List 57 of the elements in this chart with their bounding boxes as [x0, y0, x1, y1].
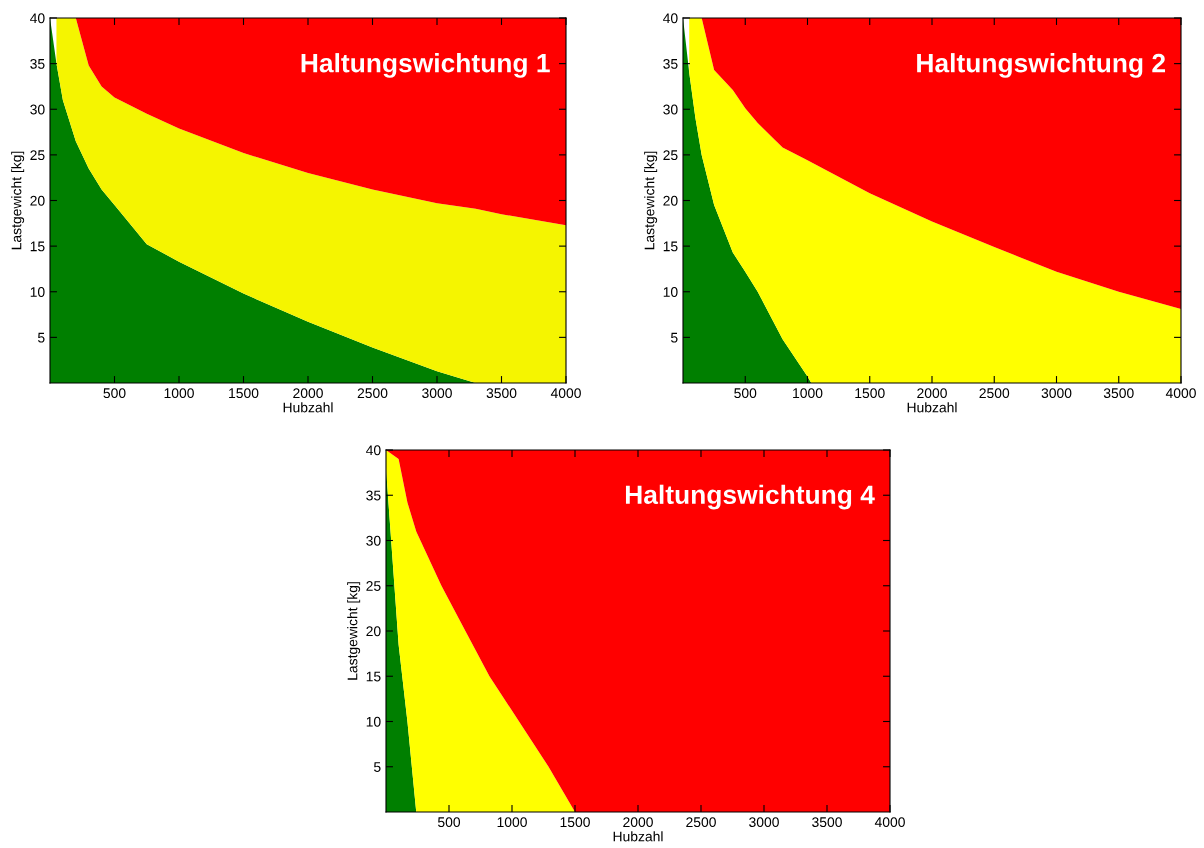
y-tick-label: 25 — [366, 581, 381, 591]
x-tick-label: 1500 — [855, 388, 885, 399]
y-tick-label: 20 — [366, 626, 381, 637]
x-axis-title: Hubzahl — [613, 831, 663, 842]
y-tick-label: 25 — [663, 150, 678, 161]
y-tick-label: 5 — [37, 332, 45, 343]
y-tick-label: 20 — [30, 195, 45, 206]
y-tick-label: 40 — [366, 445, 381, 456]
y-tick-label: 30 — [30, 104, 45, 115]
x-tick-label: 1500 — [560, 817, 590, 828]
x-tick-label: 3500 — [486, 388, 517, 399]
y-tick-label: 5 — [373, 762, 381, 772]
x-tick-label: 2000 — [293, 388, 323, 399]
y-tick-label: 20 — [663, 195, 678, 206]
x-axis-title: Hubzahl — [283, 402, 333, 413]
x-tick-label: 3000 — [749, 817, 779, 828]
x-axis-title: Hubzahl — [907, 402, 957, 413]
x-tick-label: 3500 — [1103, 388, 1134, 399]
y-tick-label: 10 — [366, 716, 381, 727]
y-tick-label: 15 — [366, 671, 381, 682]
y-tick-label: 15 — [663, 241, 678, 252]
y-tick-label: 35 — [663, 58, 678, 69]
x-tick-label: 3000 — [422, 388, 452, 399]
x-tick-label: 2500 — [357, 388, 388, 399]
y-axis-title: Lastgewicht [kg] — [347, 582, 361, 680]
x-tick-label: 2500 — [979, 388, 1010, 399]
y-tick-label: 10 — [30, 287, 45, 297]
y-tick-label: 35 — [366, 490, 381, 501]
x-tick-label: 4000 — [874, 817, 905, 828]
y-tick-label: 25 — [30, 150, 45, 161]
y-axis-title: Lastgewicht [kg] — [11, 151, 25, 250]
y-tick-label: 30 — [366, 535, 381, 546]
x-tick-label: 1000 — [793, 388, 823, 399]
x-tick-label: 2500 — [686, 817, 716, 828]
x-tick-label: 500 — [437, 817, 461, 828]
y-tick-label: 40 — [663, 13, 678, 24]
y-tick-label: 30 — [663, 104, 678, 115]
text: Haltungswichtung 2 — [917, 53, 1166, 78]
text: Haltungswichtung 4 — [625, 484, 875, 510]
y-tick-label: 40 — [30, 13, 45, 24]
x-tick-label: 3500 — [812, 817, 842, 828]
y-tick-label: 15 — [30, 241, 45, 252]
y-tick-label: 5 — [670, 332, 678, 343]
x-tick-label: 500 — [103, 388, 126, 399]
x-tick-label: 1000 — [164, 388, 194, 399]
text: Haltungswichtung 1 — [301, 53, 550, 78]
x-tick-label: 500 — [734, 388, 757, 399]
x-tick-label: 1500 — [229, 388, 259, 399]
y-tick-label: 10 — [663, 287, 678, 297]
x-tick-label: 4000 — [1165, 388, 1196, 399]
x-tick-label: 4000 — [550, 388, 581, 399]
x-tick-label: 2000 — [917, 388, 947, 399]
x-tick-label: 3000 — [1041, 388, 1072, 399]
x-tick-label: 2000 — [623, 817, 653, 828]
y-tick-label: 35 — [30, 58, 45, 69]
x-tick-label: 1000 — [497, 817, 527, 828]
y-axis-title: Lastgewicht [kg] — [644, 151, 658, 250]
